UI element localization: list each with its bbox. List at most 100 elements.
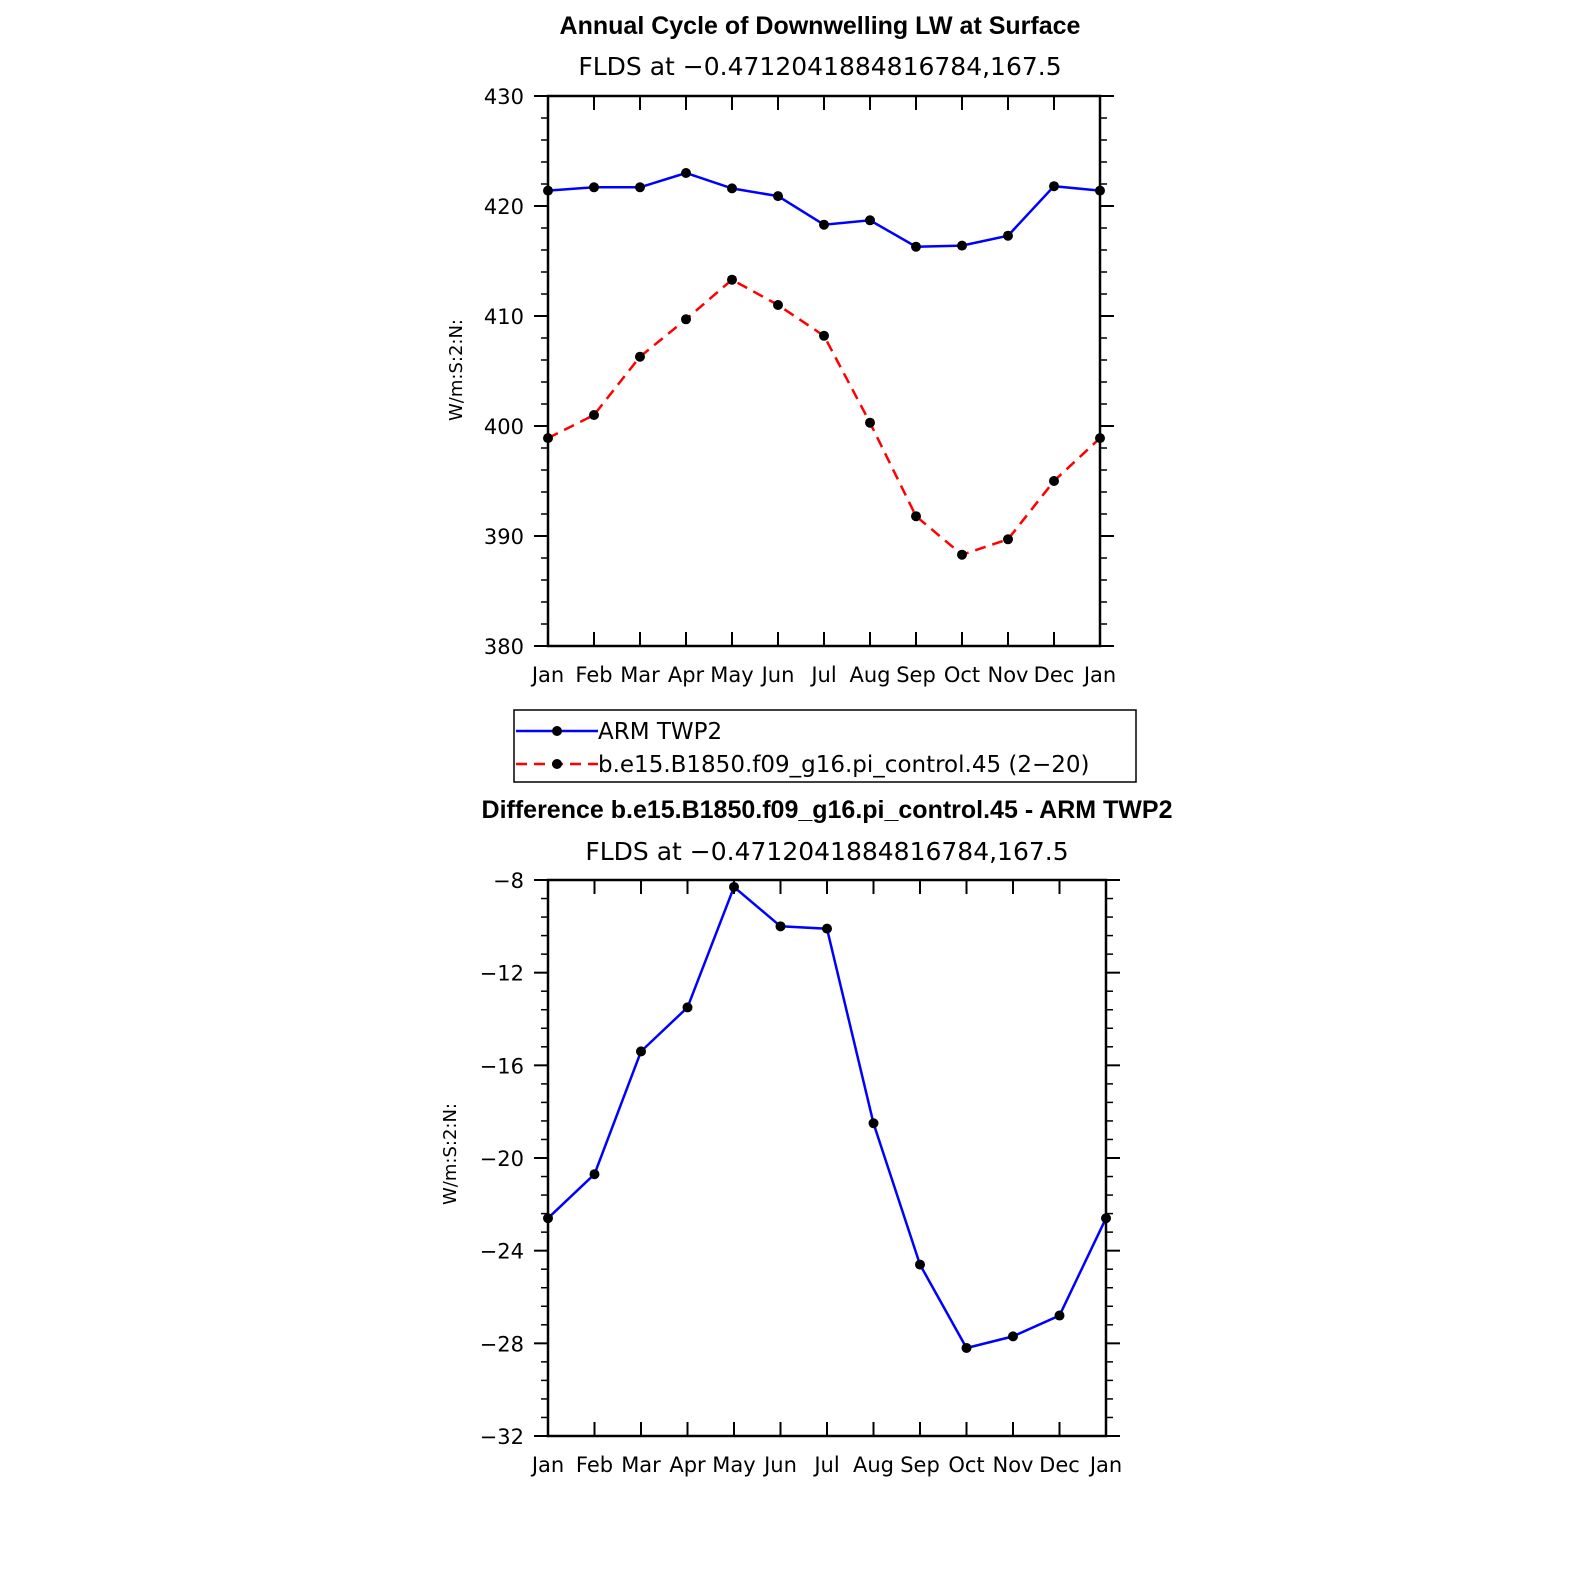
x-tick-label: Aug [853, 1453, 894, 1477]
series-1-point [865, 417, 875, 428]
series-0-point [729, 881, 739, 892]
y-tick-label: −24 [480, 1240, 524, 1264]
series-0-point [1049, 181, 1059, 192]
chart-subtitle: FLDS at −0.4712041884816784,167.5 [585, 837, 1068, 866]
series-1-point [589, 410, 599, 420]
y-tick-label: 430 [484, 85, 524, 109]
series-0-point [1095, 185, 1105, 196]
series-1-point [681, 314, 691, 325]
chart-title: Annual Cycle of Downwelling LW at Surfac… [560, 12, 1081, 40]
x-tick-label: Jun [762, 1453, 797, 1477]
series-1-point [819, 330, 829, 341]
x-tick-label: Oct [948, 1453, 984, 1477]
x-tick-label: Jan [1088, 1453, 1122, 1477]
x-tick-label: Apr [669, 1453, 706, 1477]
y-tick-label: −12 [480, 962, 524, 986]
series-0-point [775, 921, 786, 932]
x-tick-label: Jan [530, 1453, 564, 1477]
series-line-1 [547, 278, 1101, 557]
series-1-point [635, 351, 645, 362]
legend-marker-arm-twp2 [552, 726, 562, 736]
series-0-point [915, 1259, 925, 1270]
chart-title: Difference b.e15.B1850.f09_g16.pi_contro… [482, 796, 1173, 824]
series-0-point [865, 215, 875, 226]
x-tick-label: Jan [530, 663, 564, 687]
plot-area: Jan Feb Mar Apr May Jun Jul Aug Sep Oct Nov Dec Jan−… [480, 869, 1123, 1477]
series-0-point [589, 1169, 600, 1180]
y-tick-label: −16 [480, 1054, 524, 1078]
x-tick-label: Jul [809, 663, 836, 687]
x-tick-label: Dec [1034, 663, 1075, 687]
y-tick-label: −20 [480, 1147, 524, 1171]
series-0-point [911, 241, 921, 252]
x-tick-label: Sep [896, 663, 936, 687]
series-1-point [727, 274, 737, 285]
series-0-point [957, 240, 967, 251]
series-0-point [961, 1342, 972, 1353]
x-tick-label: Nov [988, 663, 1029, 687]
series-0-point [1054, 1310, 1065, 1321]
x-tick-label: Jun [760, 663, 795, 687]
series-0-point [543, 185, 553, 196]
series-1-point [1095, 433, 1105, 444]
x-tick-label: Feb [575, 663, 612, 687]
difference-panel: Difference b.e15.B1850.f09_g16.pi_contro… [440, 796, 1172, 1477]
x-tick-label: Nov [993, 1453, 1034, 1477]
series-0-point [636, 1046, 646, 1057]
series-0-point [1101, 1213, 1111, 1224]
series-0-point [589, 182, 599, 193]
y-axis-label: W/m:S:2:N: [440, 1103, 461, 1205]
series-0-point [868, 1118, 879, 1129]
series-0-point [681, 168, 691, 178]
series-0-point [1008, 1331, 1018, 1342]
legend: ARM TWP2 b.e15.B1850.f09_g16.pi_control.… [513, 709, 1137, 783]
x-tick-label: Jul [812, 1453, 839, 1477]
y-tick-label: −28 [480, 1332, 524, 1356]
series-1-point [957, 549, 967, 560]
series-1-point [1003, 534, 1013, 545]
series-1-point [911, 511, 921, 522]
x-tick-label: Jan [1082, 663, 1116, 687]
legend-box [513, 709, 1137, 783]
series-0-point [773, 191, 783, 202]
plot-frame [546, 94, 1102, 648]
plot-frame [546, 878, 1108, 1438]
series-line-0 [547, 884, 1108, 1350]
y-tick-label: 420 [484, 195, 524, 219]
y-tick-label: 400 [484, 415, 524, 439]
y-tick-label: 380 [484, 635, 524, 659]
series-1-point [1049, 476, 1059, 486]
legend-marker-model [552, 759, 562, 769]
legend-label-arm-twp2: ARM TWP2 [598, 719, 722, 745]
x-tick-label: Apr [668, 663, 705, 687]
legend-label-model: b.e15.B1850.f09_g16.pi_control.45 (2−20) [598, 752, 1090, 778]
series-0-point [682, 1002, 693, 1013]
plot-area: Jan Feb Mar Apr May Jun Jul Aug Sep Oct Nov Dec Jan3… [484, 85, 1116, 687]
y-axis-label: W/m:S:2:N: [446, 319, 467, 421]
x-tick-label: May [712, 1453, 755, 1477]
series-1-point [773, 300, 783, 310]
x-tick-label: Aug [849, 663, 890, 687]
x-tick-label: May [710, 663, 753, 687]
series-0-point [822, 923, 832, 934]
series-0-point [635, 182, 645, 193]
series-line-0 [547, 171, 1101, 248]
x-tick-label: Oct [944, 663, 980, 687]
y-tick-label: 410 [484, 305, 524, 329]
series-0-point [1003, 230, 1013, 241]
x-tick-label: Feb [576, 1453, 613, 1477]
x-tick-label: Sep [900, 1453, 940, 1477]
y-tick-label: −32 [480, 1425, 524, 1449]
x-tick-label: Mar [621, 1453, 661, 1477]
series-1-point [543, 433, 553, 444]
annual-cycle-panel: Annual Cycle of Downwelling LW at Surfac… [446, 12, 1116, 687]
x-tick-label: Mar [620, 663, 660, 687]
series-0-point [819, 219, 829, 230]
series-0-point [543, 1213, 553, 1224]
x-tick-label: Dec [1039, 1453, 1080, 1477]
chart-subtitle: FLDS at −0.4712041884816784,167.5 [578, 52, 1061, 81]
y-tick-label: −8 [493, 869, 524, 893]
y-tick-label: 390 [484, 525, 524, 549]
series-0-point [727, 183, 737, 194]
